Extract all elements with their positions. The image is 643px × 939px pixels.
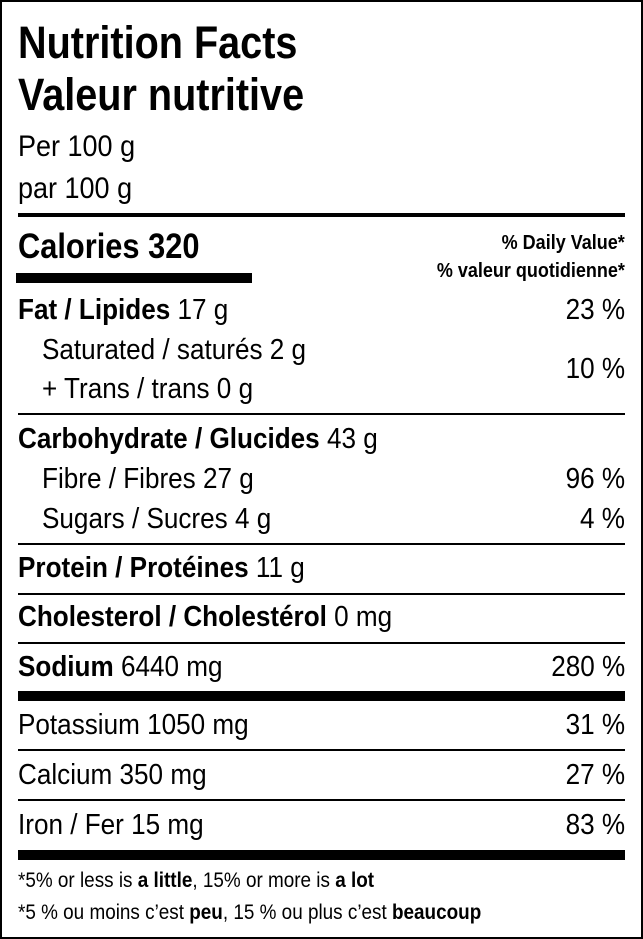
footnote-en: *5% or less is a little, 15% or more is …: [18, 869, 375, 892]
rule: [18, 413, 625, 415]
footnote-fr: *5 % ou moins c’est peu, 15 % ou plus c’…: [18, 901, 482, 924]
potassium-dv: 31 %: [565, 709, 625, 741]
fat-row: Fat / Lipides 17 g: [18, 294, 229, 326]
protein-row: Protein / Protéines 11 g: [18, 552, 305, 584]
iron-row: Iron / Fer 15 mg: [18, 809, 204, 841]
calories-bar: [16, 273, 252, 283]
rule: [18, 799, 625, 801]
fibre-dv: 96 %: [565, 463, 625, 495]
sat-trans-dv: 10 %: [565, 353, 625, 385]
potassium-row: Potassium 1050 mg: [18, 709, 249, 741]
calcium-dv: 27 %: [565, 759, 625, 791]
sodium-dv: 280 %: [550, 651, 625, 683]
fibre-row: Fibre / Fibres 27 g: [42, 463, 254, 495]
cholesterol-row: Cholesterol / Cholestérol 0 mg: [18, 601, 393, 633]
fat-dv: 23 %: [565, 294, 625, 326]
sugars-row: Sugars / Sucres 4 g: [42, 503, 272, 535]
dv-header-en: % Daily Value*: [501, 232, 625, 254]
trans-row: + Trans / trans 0 g: [42, 373, 254, 405]
calcium-row: Calcium 350 mg: [18, 759, 207, 791]
title-en: Nutrition Facts: [18, 17, 298, 68]
calories: Calories 320: [18, 228, 200, 266]
rule: [18, 642, 625, 644]
rule: [18, 213, 625, 217]
rule: [18, 593, 625, 595]
calories-value: 320: [148, 227, 200, 266]
sugars-dv: 4 %: [580, 503, 625, 535]
title-fr: Valeur nutritive: [18, 69, 305, 120]
serving-fr: par 100 g: [18, 172, 133, 205]
saturated-row: Saturated / saturés 2 g: [42, 334, 307, 366]
sodium-row: Sodium 6440 mg: [18, 651, 223, 683]
rule: [18, 691, 625, 701]
calories-label: Calories: [18, 227, 140, 266]
iron-dv: 83 %: [565, 809, 625, 841]
rule: [18, 543, 625, 545]
dv-header-fr: % valeur quotidienne*: [436, 260, 625, 282]
serving-en: Per 100 g: [18, 130, 136, 163]
rule: [18, 850, 625, 860]
rule: [18, 749, 625, 751]
carb-row: Carbohydrate / Glucides 43 g: [18, 423, 378, 455]
